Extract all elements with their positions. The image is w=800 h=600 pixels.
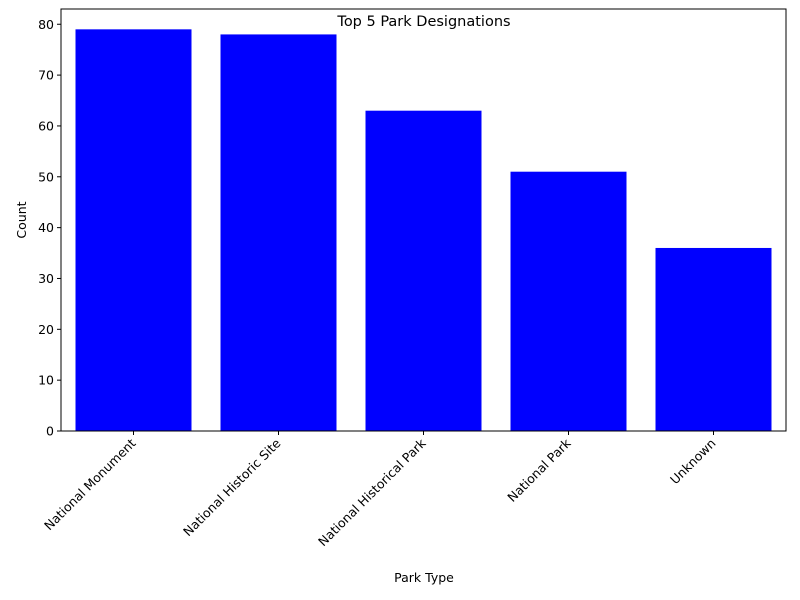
y-tick-label: 10	[38, 373, 54, 388]
bars-group	[75, 29, 772, 432]
bar-national-historical-park	[365, 110, 482, 431]
bar-national-historic-site	[220, 34, 337, 432]
y-tick-label: 80	[38, 17, 54, 32]
y-tick-label: 20	[38, 322, 54, 337]
bar-national-park	[510, 171, 627, 431]
y-tick-label: 70	[38, 68, 54, 83]
y-axis-label: Count	[14, 201, 29, 238]
y-tick-label: 0	[46, 424, 54, 439]
bar-national-monument	[75, 29, 192, 432]
bar-unknown	[655, 247, 772, 431]
chart-title: Top 5 Park Designations	[336, 14, 510, 30]
y-tick-label: 30	[38, 271, 54, 286]
y-axis-ticks: 0 10 20 30 40 50 60 70 80	[38, 17, 61, 439]
plot-frame	[60, 8, 787, 432]
y-tick-label: 60	[38, 118, 54, 133]
y-tick-label: 50	[38, 169, 54, 184]
y-tick-label: 40	[38, 220, 54, 235]
x-axis-label: Park Type	[394, 570, 454, 585]
